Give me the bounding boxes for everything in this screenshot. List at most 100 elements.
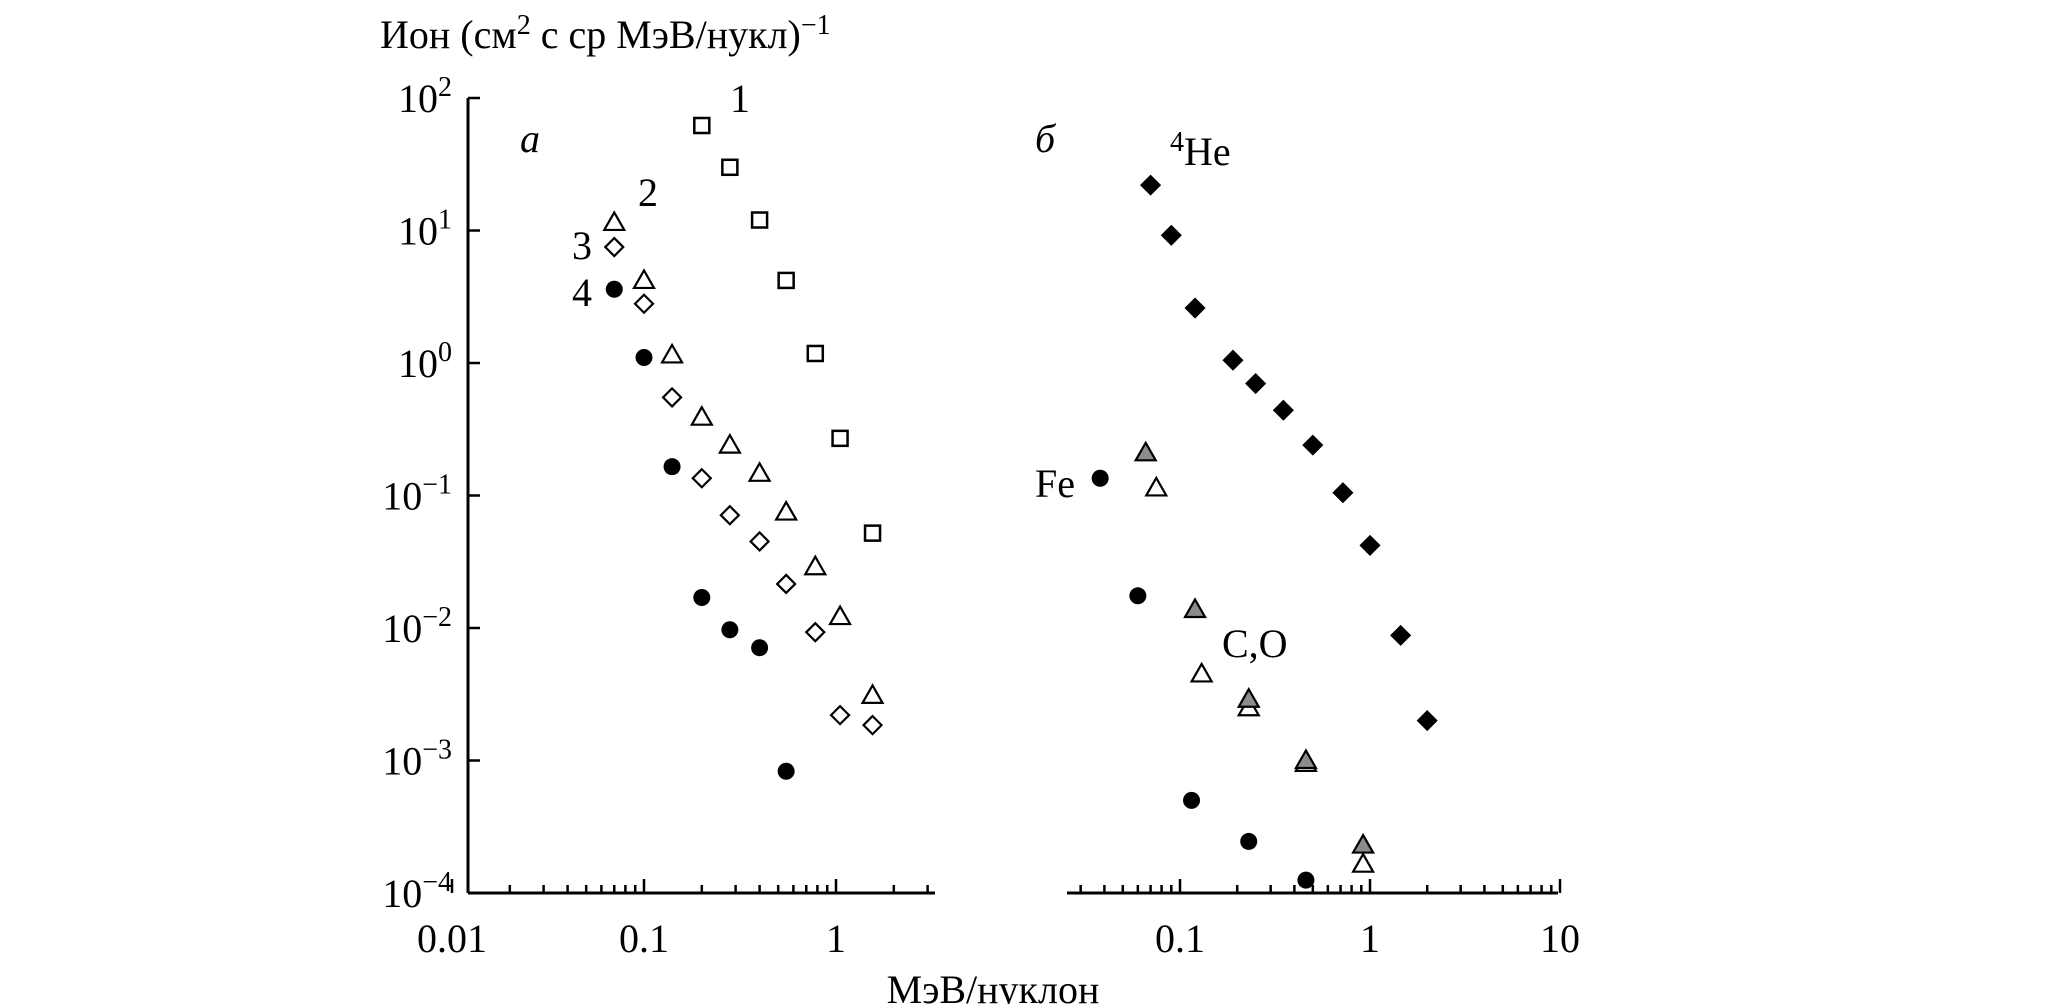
y-axis-title: Ион (см2 с ср МэВ/нукл)−1 [380, 10, 831, 57]
point-p1-s1-3 [1240, 832, 1258, 850]
y-axis-title-sup: 2 [517, 10, 531, 41]
y-tick-label-2: 100 [398, 337, 452, 386]
y-tick-label-exp-3: −1 [422, 470, 452, 501]
y-axis-title-middle: с ср МэВ/нукл) [531, 12, 801, 57]
point-p1-s0-0 [1140, 174, 1162, 196]
point-p1-s1-2 [1183, 791, 1201, 809]
point-p0-s2-3 [691, 467, 713, 489]
series-label-1: 1 [730, 76, 750, 121]
y-tick-label-base-2: 10 [398, 341, 438, 386]
point-p1-s0-8 [1359, 534, 1381, 556]
point-p1-s0-2 [1184, 297, 1206, 319]
point-p0-s1-6 [774, 499, 799, 521]
series-label-2: 2 [638, 170, 658, 215]
point-p1-s3-0 [1133, 440, 1158, 462]
point-p0-s0-5 [831, 429, 849, 448]
point-p0-s1-5 [747, 461, 772, 482]
y-tick-label-exp-1: 1 [438, 205, 452, 236]
x-tick-label-p0-2: 1 [826, 916, 846, 961]
y-tick-label-base-4: 10 [382, 606, 422, 651]
point-p0-s0-1 [721, 158, 739, 177]
point-p1-s0-4 [1245, 372, 1267, 395]
y-tick-label-1: 101 [398, 205, 452, 254]
series-label-4: 4 [572, 270, 592, 315]
series-label-4he: 4He [1170, 127, 1231, 174]
y-tick-label-base-1: 10 [398, 209, 438, 254]
point-p0-s1-2 [660, 342, 684, 364]
point-p1-s0-5 [1272, 399, 1294, 421]
point-p0-s3-0 [605, 280, 623, 298]
point-p1-s3-2 [1236, 687, 1261, 708]
point-p0-s2-6 [775, 573, 797, 595]
y-tick-label-5: 10−3 [382, 735, 452, 784]
point-p1-s3-3 [1294, 748, 1318, 770]
x-tick-label-p1-1: 1 [1360, 916, 1380, 961]
y-tick-label-base-0: 10 [398, 76, 438, 121]
point-p0-s1-1 [632, 268, 656, 290]
y-tick-label-6: 10−4 [382, 867, 452, 916]
y-tick-label-4: 10−2 [382, 602, 452, 651]
panel-b: б 0.1 1 10 4He Fe C,O [1035, 116, 1580, 961]
y-axis-title-sup2: −1 [801, 10, 831, 41]
point-p0-s3-3 [693, 588, 711, 606]
panel-b-letter: б [1035, 116, 1057, 161]
point-p1-s1-1 [1129, 587, 1147, 605]
point-p0-s2-0 [603, 236, 625, 258]
series-label-3: 3 [572, 223, 592, 268]
point-p0-s1-4 [717, 432, 742, 454]
point-p0-s1-8 [828, 604, 852, 626]
panel-a-letter: а [520, 116, 540, 161]
y-tick-label-exp-2: 0 [438, 337, 452, 368]
x-tick-label-p0-1: 0.1 [619, 916, 669, 961]
point-p0-s0-3 [777, 271, 795, 290]
point-p0-s3-1 [635, 349, 653, 367]
y-tick-label-base-5: 10 [382, 739, 422, 784]
y-tick-label-exp-0: 2 [438, 72, 452, 103]
point-p0-s0-4 [806, 344, 825, 363]
x-tick-label-p0-0: 0.01 [417, 916, 487, 961]
y-tick-label-exp-5: −3 [422, 735, 452, 766]
point-p0-s0-6 [863, 524, 882, 542]
point-p0-s2-2 [661, 386, 683, 408]
point-p0-s3-6 [777, 762, 795, 780]
point-p0-s2-4 [719, 504, 741, 526]
point-p0-s1-0 [602, 210, 627, 232]
point-p0-s2-7 [804, 621, 826, 643]
point-p0-s3-5 [751, 639, 769, 657]
x-axis-title: МэВ/нуклон [887, 967, 1100, 1004]
point-p1-s0-7 [1332, 482, 1354, 504]
y-tick-label-base-3: 10 [382, 474, 422, 519]
point-p0-s0-2 [750, 211, 769, 229]
point-p0-s2-1 [633, 293, 655, 315]
point-p1-s0-1 [1160, 224, 1182, 246]
y-tick-label-3: 10−1 [382, 470, 452, 519]
point-p0-s3-2 [663, 458, 681, 476]
series-label-4he-base: He [1184, 129, 1231, 174]
y-tick-label-exp-6: −4 [422, 867, 452, 898]
point-p1-s0-6 [1302, 434, 1324, 456]
point-p1-s3-1 [1183, 597, 1207, 619]
point-p1-s3-4 [1351, 832, 1376, 854]
point-p0-s0-0 [693, 116, 711, 135]
y-axis-title-prefix: Ион (см [380, 12, 517, 57]
point-p1-s0-3 [1222, 349, 1244, 371]
x-tick-label-p1-2: 10 [1540, 916, 1580, 961]
y-tick-label-base-6: 10 [382, 871, 422, 916]
point-p0-s1-3 [689, 404, 714, 426]
y-tick-label-0: 102 [398, 72, 452, 121]
point-p1-s1-4 [1297, 871, 1315, 889]
point-p0-s2-9 [861, 714, 884, 736]
point-p0-s2-5 [749, 530, 771, 553]
series-label-4he-sup: 4 [1170, 127, 1184, 158]
point-p1-s0-10 [1416, 710, 1438, 732]
point-p0-s1-9 [860, 683, 885, 704]
point-p1-s0-9 [1390, 624, 1412, 646]
point-p1-s2-1 [1189, 661, 1214, 683]
point-p1-s2-4 [1351, 851, 1376, 873]
series-label-fe: Fe [1035, 461, 1075, 506]
point-p0-s3-4 [721, 621, 739, 639]
x-tick-label-p1-0: 0.1 [1155, 916, 1205, 961]
point-p1-s1-0 [1091, 469, 1109, 487]
